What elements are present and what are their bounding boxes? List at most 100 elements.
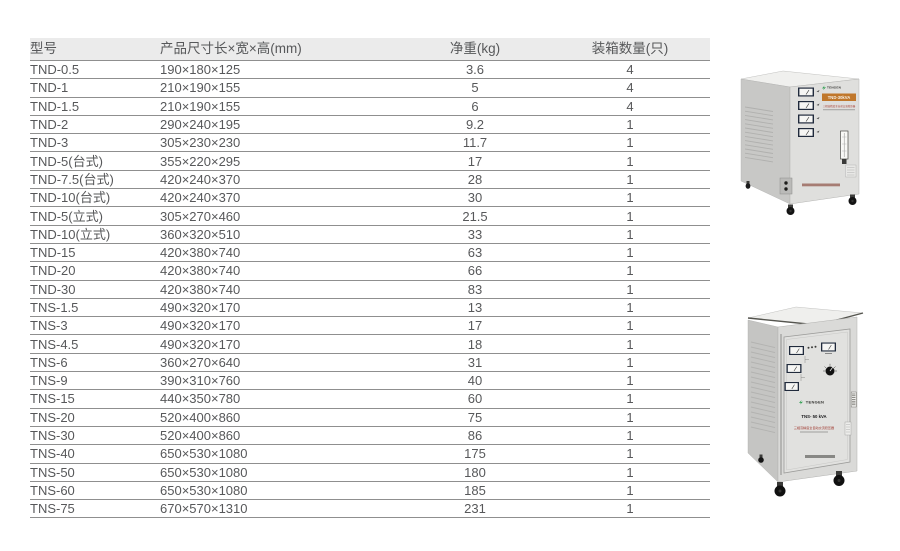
cell-qty: 1 <box>550 225 710 244</box>
model-band <box>822 93 856 101</box>
outlet-panel <box>779 177 793 195</box>
cell-weight: 60 <box>400 389 550 409</box>
cell-weight: 33 <box>400 225 550 244</box>
cell-model: TNS-50 <box>30 463 160 482</box>
cell-weight: 18 <box>400 334 550 354</box>
cell-model: TND-10(立式) <box>30 225 160 244</box>
cell-weight: 231 <box>400 499 550 519</box>
cell-model: TNS-1.5 <box>30 298 160 318</box>
cell-dimensions: 420×240×370 <box>160 188 400 208</box>
product-photo-tns: TENGEN TNS- 50 kVA 三相高精度全自动交流稳压器 <box>720 292 892 518</box>
cell-dimensions: 670×570×1310 <box>160 499 400 519</box>
cell-qty: 1 <box>550 426 710 446</box>
table-row: TNS-4.5 490×320×170 18 1 <box>30 334 710 354</box>
cell-weight: 31 <box>400 353 550 373</box>
cell-dimensions: 490×320×170 <box>160 298 400 318</box>
header-row: 型号 产品尺寸长×宽×高(mm) 净重(kg) 装箱数量(只) <box>30 38 710 61</box>
table-row: TNS-3 490×320×170 17 1 <box>30 316 710 336</box>
cell-dimensions: 305×270×460 <box>160 206 400 226</box>
spec-label <box>844 421 852 436</box>
cell-weight: 75 <box>400 408 550 427</box>
cell-model: TND-5(立式) <box>30 206 160 226</box>
vent-slots <box>744 106 774 163</box>
cell-dimensions: 420×240×370 <box>160 170 400 190</box>
cell-model: TNS-9 <box>30 371 160 391</box>
cell-dimensions: 190×180×125 <box>160 60 400 80</box>
cell-qty: 1 <box>550 206 710 226</box>
table-row: TND-10(立式) 360×320×510 33 1 <box>30 225 710 244</box>
table-row: TNS-1.5 490×320×170 13 1 <box>30 298 710 318</box>
cell-model: TND-1.5 <box>30 97 160 116</box>
cell-qty: 1 <box>550 261 710 281</box>
cell-qty: 1 <box>550 298 710 318</box>
cell-qty: 1 <box>550 316 710 336</box>
cell-weight: 21.5 <box>400 206 550 226</box>
model-label: TNS- 50 kVA <box>801 414 826 419</box>
tagline-text: 三相高精度全自动交流稳压器 <box>823 104 856 108</box>
table-row: TNS-30 520×400×860 86 1 <box>30 426 710 446</box>
cell-dimensions: 420×380×740 <box>160 243 400 263</box>
spec-table-body: TND-0.5 190×180×125 3.6 4 TND-1 210×190×… <box>30 60 710 519</box>
cell-weight: 86 <box>400 426 550 446</box>
table-row: TNS-9 390×310×760 40 1 <box>30 371 710 391</box>
caster-wheel-icons <box>745 181 857 215</box>
cell-weight: 66 <box>400 261 550 281</box>
cell-weight: 40 <box>400 371 550 391</box>
cell-model: TNS-30 <box>30 426 160 446</box>
table-row: TNS-40 650×530×1080 175 1 <box>30 444 710 464</box>
fine-print-line <box>800 431 828 433</box>
table-row: TNS-50 650×530×1080 180 1 <box>30 463 710 482</box>
cell-dimensions: 290×240×195 <box>160 115 400 135</box>
barcode-strip <box>850 391 857 408</box>
table-row: TNS-15 440×350×780 60 1 <box>30 389 710 409</box>
cell-dimensions: 390×310×760 <box>160 371 400 391</box>
cell-model: TNS-40 <box>30 444 160 464</box>
cell-model: TND-10(台式) <box>30 188 160 208</box>
cell-dimensions: 210×190×155 <box>160 97 400 116</box>
cell-dimensions: 650×530×1080 <box>160 444 400 464</box>
table-row: TND-10(台式) 420×240×370 30 1 <box>30 188 710 208</box>
cell-dimensions: 360×320×510 <box>160 225 400 244</box>
cell-model: TNS-4.5 <box>30 334 160 354</box>
cell-weight: 63 <box>400 243 550 263</box>
header-dimensions: 产品尺寸长×宽×高(mm) <box>160 38 400 61</box>
cell-qty: 4 <box>550 60 710 80</box>
cell-weight: 9.2 <box>400 115 550 135</box>
cell-qty: 4 <box>550 78 710 98</box>
cell-model: TND-3 <box>30 133 160 153</box>
cell-model: TND-30 <box>30 280 160 299</box>
cell-weight: 6 <box>400 97 550 116</box>
cell-weight: 175 <box>400 444 550 464</box>
cell-weight: 83 <box>400 280 550 299</box>
cell-weight: 185 <box>400 481 550 501</box>
cell-dimensions: 210×190×155 <box>160 78 400 98</box>
header-qty: 装箱数量(只) <box>550 38 710 61</box>
brand-logo-icon <box>822 85 826 91</box>
cell-model: TNS-20 <box>30 408 160 427</box>
cell-model: TND-20 <box>30 261 160 281</box>
table-row: TND-2 290×240×195 9.2 1 <box>30 115 710 135</box>
table-row: TND-0.5 190×180×125 3.6 4 <box>30 60 710 80</box>
cell-qty: 1 <box>550 133 710 153</box>
cell-weight: 13 <box>400 298 550 318</box>
cell-model: TNS-75 <box>30 499 160 519</box>
cell-qty: 1 <box>550 188 710 208</box>
table-row: TND-3 305×230×230 11.7 1 <box>30 133 710 153</box>
table-row: TND-15 420×380×740 63 1 <box>30 243 710 263</box>
cell-qty: 1 <box>550 170 710 190</box>
cell-model: TNS-60 <box>30 481 160 501</box>
cell-dimensions: 420×380×740 <box>160 280 400 299</box>
cell-weight: 11.7 <box>400 133 550 153</box>
table-row: TNS-75 670×570×1310 231 1 <box>30 499 710 519</box>
knob-icon <box>823 363 837 376</box>
cell-model: TNS-3 <box>30 316 160 336</box>
table-row: TND-5(立式) 305×270×460 21.5 1 <box>30 206 710 226</box>
table-row: TND-20 420×380×740 66 1 <box>30 261 710 281</box>
header-weight: 净重(kg) <box>400 38 550 61</box>
cell-qty: 1 <box>550 353 710 373</box>
cell-model: TND-1 <box>30 78 160 98</box>
cell-dimensions: 420×380×740 <box>160 261 400 281</box>
table-row: TND-1 210×190×155 5 4 <box>30 78 710 98</box>
table-row: TNS-60 650×530×1080 185 1 <box>30 481 710 501</box>
footer-text-band <box>805 455 835 458</box>
